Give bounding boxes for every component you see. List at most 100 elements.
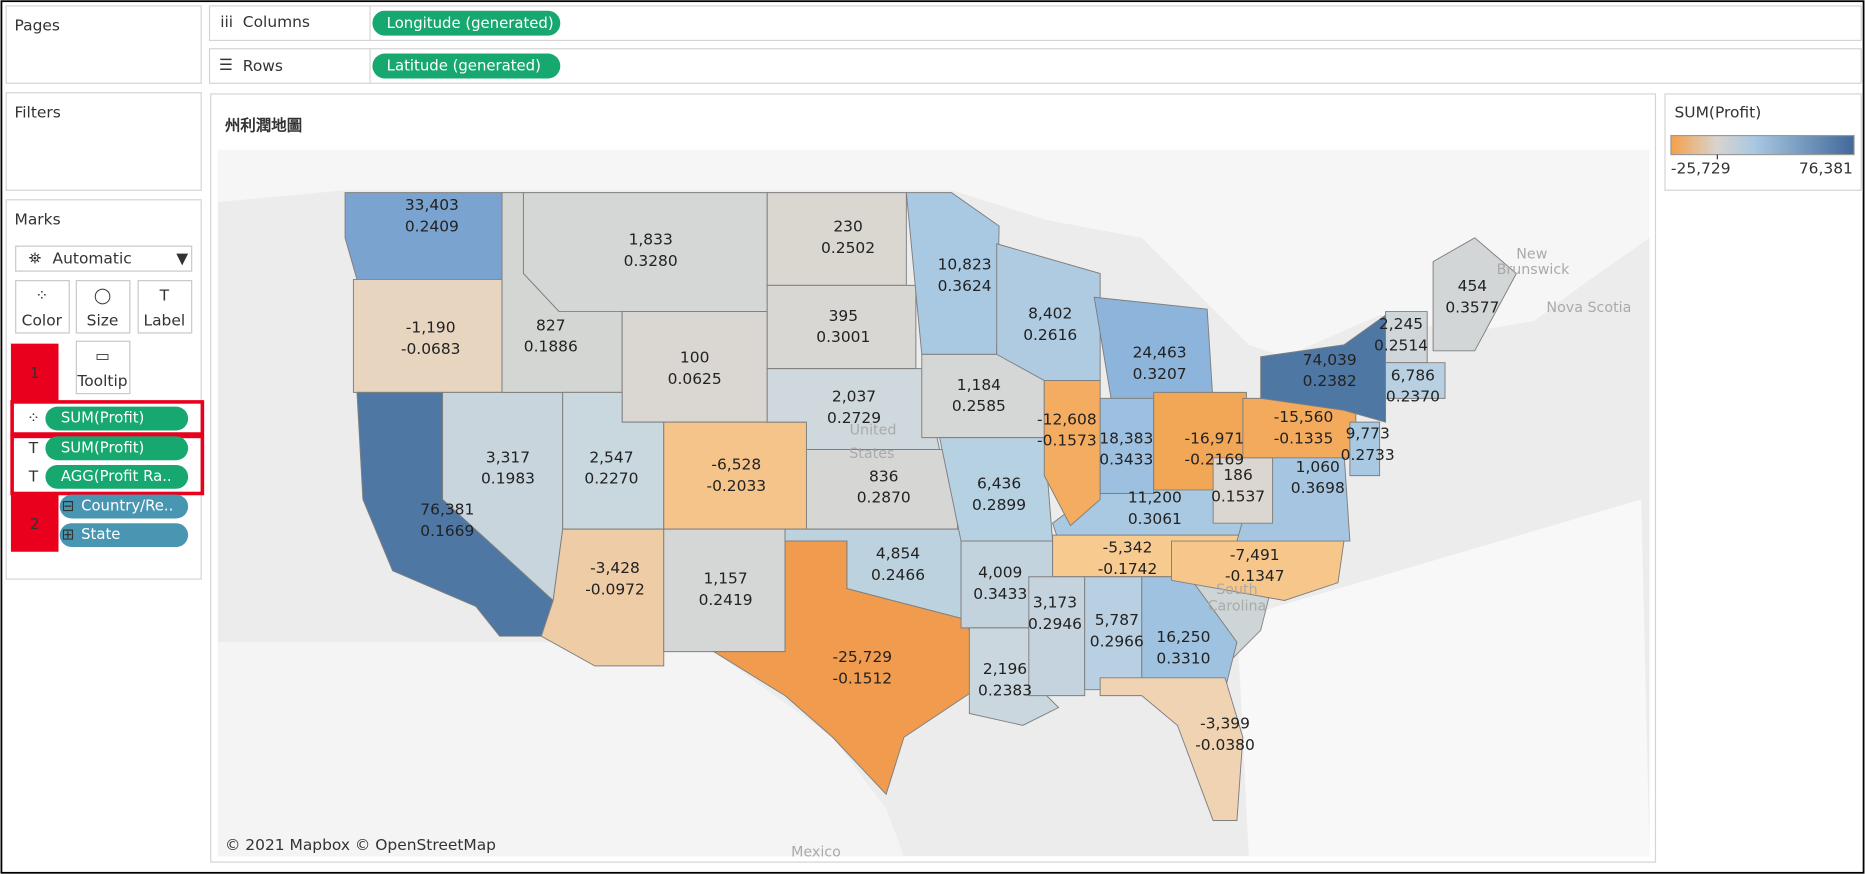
state-ratio: 0.2502 xyxy=(821,239,875,257)
state-profit: 3,173 xyxy=(1033,593,1077,611)
state-profit: 1,060 xyxy=(1296,458,1340,476)
state-ratio: 0.1983 xyxy=(481,470,535,488)
state-profit: 8,402 xyxy=(1028,304,1072,322)
state-profit: 1,833 xyxy=(629,231,673,249)
state-profit: -3,399 xyxy=(1200,715,1250,733)
rows-pill[interactable] xyxy=(372,53,561,79)
marks-title: Marks xyxy=(15,210,61,228)
state-ratio: -0.1512 xyxy=(833,669,893,687)
state-ratio: 0.2616 xyxy=(1023,326,1077,344)
columns-pill[interactable] xyxy=(372,10,561,36)
pill-icon: ⊞ xyxy=(62,526,75,544)
state-ratio: -0.1335 xyxy=(1274,429,1334,447)
button-label: Size xyxy=(87,312,119,330)
field-pill[interactable] xyxy=(45,406,189,431)
state-ratio: -0.0683 xyxy=(401,340,461,358)
annotation-number: 2 xyxy=(30,515,40,533)
state-ratio: 0.3280 xyxy=(624,252,678,270)
state-profit: 10,823 xyxy=(938,256,992,274)
state-profit: 74,039 xyxy=(1303,351,1357,369)
state-profit: 827 xyxy=(536,316,565,334)
pill-icon: ⁘ xyxy=(27,409,40,427)
button-label: Label xyxy=(144,312,186,330)
pill-text: State xyxy=(81,525,120,543)
mark-button[interactable] xyxy=(15,280,70,334)
pill-text: Country/Re.. xyxy=(81,497,173,515)
state-ratio: -0.0972 xyxy=(585,580,645,598)
state-profit: -7,491 xyxy=(1230,546,1280,564)
field-pill[interactable] xyxy=(59,494,189,519)
mark-button[interactable] xyxy=(75,280,131,334)
button-label: Tooltip xyxy=(76,372,127,390)
columns-pill-text: Longitude (generated) xyxy=(387,14,554,32)
mark-button[interactable] xyxy=(75,340,131,395)
state-profit: -12,608 xyxy=(1037,410,1097,428)
state-ratio: 0.1886 xyxy=(524,338,578,356)
state-profit: 2,245 xyxy=(1379,315,1423,333)
map-place-label: United xyxy=(850,422,897,438)
annotation-badge xyxy=(10,343,59,401)
button-icon: T xyxy=(159,287,170,305)
state-ratio: 0.2270 xyxy=(584,470,638,488)
state-profit: -6,528 xyxy=(711,455,761,473)
state-profit: -1,190 xyxy=(406,319,456,337)
columns-icon: iii xyxy=(220,13,233,31)
state-shape xyxy=(663,421,807,530)
filters-card xyxy=(5,92,202,191)
state-ratio: 0.2466 xyxy=(871,566,925,584)
state-profit: -3,428 xyxy=(590,559,640,577)
mark-type-dropdown[interactable] xyxy=(15,245,193,272)
state-ratio: -0.2169 xyxy=(1185,451,1245,469)
state-ratio: 0.3577 xyxy=(1445,298,1499,316)
pages-title: Pages xyxy=(15,17,60,35)
state-profit: 6,786 xyxy=(1391,366,1435,384)
state-shape xyxy=(621,311,768,423)
state-profit: -15,560 xyxy=(1274,408,1334,426)
ocean xyxy=(1236,499,1650,857)
state-ratio: 0.2899 xyxy=(972,496,1026,514)
pages-card xyxy=(5,5,202,84)
highlight-box xyxy=(10,400,205,436)
state-ratio: 0.1537 xyxy=(1211,488,1265,506)
dropdown-arrow: ▼ xyxy=(176,250,188,268)
state-ratio: 0.2409 xyxy=(405,218,459,236)
state-ratio: 0.3207 xyxy=(1133,365,1187,383)
field-pill[interactable] xyxy=(45,436,189,461)
field-pill[interactable] xyxy=(45,464,189,489)
state-ratio: 0.2383 xyxy=(978,681,1032,699)
button-label: Color xyxy=(22,312,63,330)
state-profit: 2,037 xyxy=(832,388,876,406)
state-profit: 100 xyxy=(680,348,709,366)
state-shape xyxy=(1385,362,1446,399)
legend-min: -25,729 xyxy=(1671,159,1731,177)
state-profit: 186 xyxy=(1223,466,1252,484)
map-place-label: Brunswick xyxy=(1497,262,1571,278)
state-profit: 1,184 xyxy=(957,376,1001,394)
mark-type: Automatic xyxy=(53,250,132,268)
mark-type-icon: ⛯ xyxy=(29,250,41,268)
map-place-label: Mexico xyxy=(791,845,841,861)
state-profit: 2,547 xyxy=(589,448,633,466)
pill-icon: T xyxy=(28,467,39,485)
mark-button[interactable] xyxy=(137,280,193,334)
state-profit: 3,317 xyxy=(486,448,530,466)
field-pill[interactable] xyxy=(59,523,189,547)
state-ratio: 0.3061 xyxy=(1128,510,1182,528)
state-profit: 2,196 xyxy=(983,660,1027,678)
state-profit: 76,381 xyxy=(420,501,474,519)
state-ratio: -0.1742 xyxy=(1098,560,1158,578)
state-ratio: 0.2514 xyxy=(1374,337,1428,355)
state-ratio: 0.2733 xyxy=(1341,446,1395,464)
mexico-land xyxy=(217,642,904,857)
state-shape xyxy=(1043,380,1101,527)
map-place-label: Nova Scotia xyxy=(1546,300,1631,316)
state-profit: -16,971 xyxy=(1185,429,1245,447)
state-ratio: 0.2370 xyxy=(1386,388,1440,406)
pill-text: AGG(Profit Ra.. xyxy=(61,467,172,485)
pill-text: SUM(Profit) xyxy=(61,409,144,427)
columns-label: Columns xyxy=(243,13,310,31)
annotation-number: 1 xyxy=(30,364,40,382)
state-profit: 4,009 xyxy=(978,564,1022,582)
map-place-label: Carolina xyxy=(1208,598,1267,614)
